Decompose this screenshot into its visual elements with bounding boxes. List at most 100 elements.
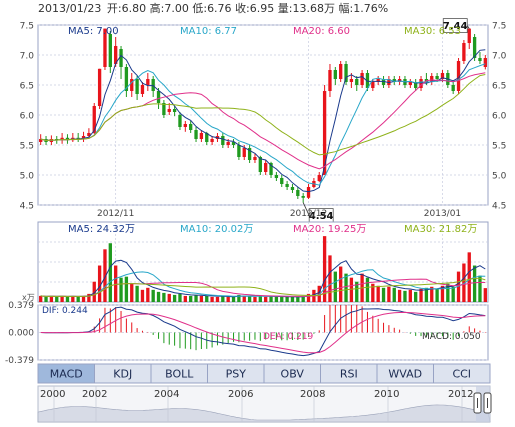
volume-bar	[339, 266, 343, 302]
header-low: 6.76	[207, 2, 232, 15]
timeline-navigator[interactable]: 2000 2002 2004 2006 2008 2010 2012	[37, 385, 492, 423]
tab-wvad[interactable]: WVAD	[376, 363, 434, 384]
macd-grid	[38, 304, 488, 361]
volume-bar	[290, 296, 295, 302]
candle-body	[199, 133, 204, 139]
candle-body	[114, 46, 118, 64]
volume-bar	[119, 277, 123, 302]
candle-body	[76, 137, 80, 139]
volume-bar	[355, 281, 359, 302]
candle-body	[414, 82, 418, 88]
volume-bar	[269, 295, 273, 302]
volume-bar	[199, 295, 204, 302]
timeline-handle-left[interactable]	[473, 392, 482, 414]
candle-body	[360, 73, 364, 85]
header-change-label: 幅:	[339, 2, 354, 15]
candle-body	[237, 145, 241, 157]
volume-bar	[60, 295, 64, 302]
tab-label: CCI	[452, 368, 471, 381]
candle-body	[381, 79, 386, 85]
volume-bar	[296, 296, 300, 302]
candle-body	[419, 79, 423, 88]
tab-label: RSI	[340, 368, 358, 381]
macd-dea: DEA: 0.219	[263, 332, 314, 342]
candle-body	[108, 34, 112, 67]
price-tick-left: 6.0	[20, 112, 35, 122]
candle-body	[189, 124, 193, 130]
volume-bar	[472, 265, 477, 302]
volume-bar	[456, 271, 461, 302]
tab-obv[interactable]: OBV	[263, 363, 321, 384]
tab-macd[interactable]: MACD	[37, 363, 95, 384]
volume-grid	[38, 222, 488, 302]
candle-body	[162, 103, 166, 115]
candle-body	[183, 124, 187, 127]
header-volume-label: 量:	[278, 2, 293, 15]
price-tick-right: 7.5	[492, 22, 506, 32]
volume-bar	[483, 288, 487, 302]
volume-bar	[349, 277, 354, 302]
volume-bar	[151, 289, 155, 302]
volume-bar	[124, 276, 129, 302]
volume-bar	[478, 275, 482, 302]
volume-bar	[237, 294, 241, 302]
candle-body	[119, 49, 123, 67]
macd-lines	[40, 306, 486, 357]
tab-boll[interactable]: BOLL	[150, 363, 208, 384]
candle-body	[430, 76, 434, 82]
candle-body	[274, 175, 279, 178]
volume-bar	[381, 287, 386, 302]
volume-ma30-line	[40, 277, 486, 297]
timeline-years: 2000 2002 2004 2006 2008 2010 2012	[40, 386, 473, 422]
tab-psy[interactable]: PSY	[207, 363, 265, 384]
volume-bar	[44, 296, 48, 302]
volume-bar	[130, 283, 134, 302]
volume-bar	[140, 289, 145, 302]
annotation-low-label: 4.54	[309, 211, 334, 222]
candle-body	[440, 73, 445, 79]
candle-body	[135, 79, 139, 94]
header-volume: 13.68万	[293, 2, 336, 15]
tab-label: WVAD	[388, 368, 422, 381]
volume-bar	[435, 288, 439, 302]
volume-bar	[440, 285, 445, 302]
volume-bar	[328, 255, 332, 302]
tab-label: BOLL	[165, 368, 194, 381]
volume-ma10-line	[40, 269, 486, 298]
volume-bar	[108, 243, 112, 302]
candle-body	[130, 79, 134, 91]
candle-body	[124, 67, 129, 91]
annotation-pointer	[302, 202, 310, 216]
volume-bar	[114, 265, 118, 302]
volume-bar	[231, 296, 236, 302]
candle-body	[322, 91, 327, 175]
volume-bar	[189, 295, 193, 302]
volume-bar	[215, 296, 220, 302]
tab-cci[interactable]: CCI	[433, 363, 491, 384]
macd-tick: -0.379	[5, 356, 34, 366]
volume-bar	[365, 277, 370, 302]
tab-label: PSY	[226, 368, 247, 381]
header-open-label: 开:	[107, 2, 122, 15]
candle-body	[60, 137, 64, 141]
candle-body	[472, 37, 477, 58]
timeline-handle-right[interactable]	[483, 392, 492, 414]
volume-bar	[285, 296, 289, 302]
volume-bar	[274, 296, 279, 302]
macd-histogram	[45, 305, 486, 351]
candle-body	[355, 79, 359, 85]
candle-body	[226, 142, 230, 145]
candle-body	[81, 136, 86, 139]
volume-bar	[301, 295, 305, 302]
volume-bar	[97, 265, 102, 302]
volume-bar	[392, 287, 396, 302]
candle-body	[301, 196, 305, 198]
volume-bar	[39, 295, 43, 302]
tab-kdj[interactable]: KDJ	[94, 363, 152, 384]
volume-legend: MA5: 24.32万 MA10: 20.02万 MA20: 19.25万 MA…	[68, 224, 477, 235]
volume-bar	[419, 288, 423, 302]
candle-body	[178, 115, 182, 127]
tab-rsi[interactable]: RSI	[320, 363, 378, 384]
volume-bar	[65, 296, 70, 302]
price-tick-left: 5.0	[20, 172, 35, 182]
